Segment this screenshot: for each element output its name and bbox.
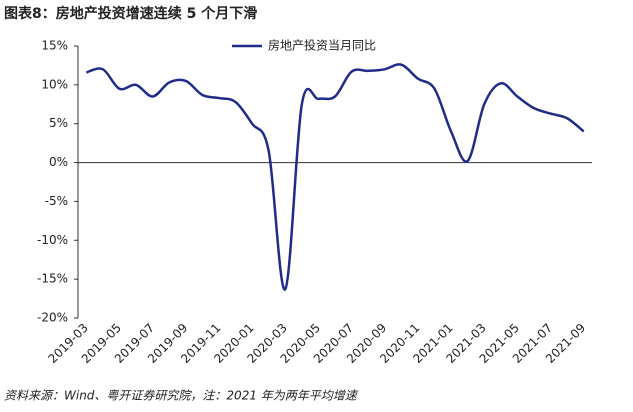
source-note: 资料来源：Wind、粤开证券研究院，注：2021 年为两年平均增速 <box>4 389 359 403</box>
y-tick-label: 10% <box>41 77 68 91</box>
y-tick-label: 5% <box>49 116 68 130</box>
y-tick-label: -20% <box>37 311 68 325</box>
y-tick-label: -5% <box>45 194 68 208</box>
line-series <box>85 63 585 291</box>
chart-title: 图表8：房地产投资增速连续 5 个月下滑 <box>4 5 257 22</box>
y-tick-label: -10% <box>37 233 68 247</box>
y-tick-label: 0% <box>49 155 68 169</box>
y-tick-label: -15% <box>37 272 68 286</box>
y-tick-label: 15% <box>41 39 68 53</box>
legend-label: 房地产投资当月同比 <box>268 38 376 53</box>
